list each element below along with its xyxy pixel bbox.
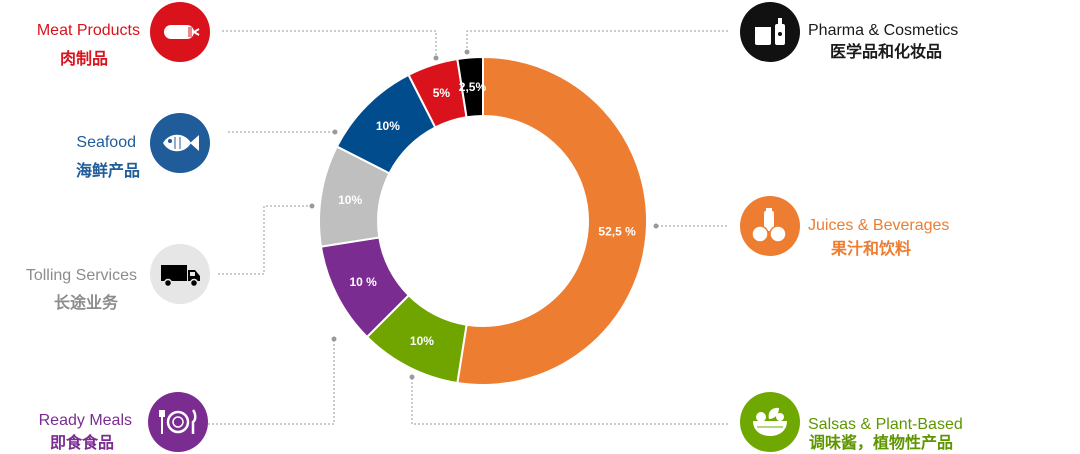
leader-dots bbox=[309, 49, 659, 380]
pharma-label-en: Pharma & Cosmetics bbox=[808, 22, 959, 39]
donut-slices bbox=[318, 55, 648, 386]
leader-dot-juices bbox=[653, 223, 659, 229]
slice-label-juices: 52,5 % bbox=[598, 225, 636, 239]
tolling-label-zh: 长途业务 bbox=[53, 295, 118, 312]
slice-label-meat: 5% bbox=[433, 86, 451, 100]
salsas-label-zh: 调味酱，植物性产品 bbox=[809, 435, 954, 452]
ready-label-en: Ready Meals bbox=[38, 412, 132, 429]
donut-slice-juices bbox=[456, 55, 648, 386]
slice-label-ready: 10 % bbox=[349, 275, 377, 289]
sausage-icon bbox=[150, 2, 210, 62]
salsas-label-en: Salsas & Plant-Based bbox=[808, 416, 963, 433]
slice-label-pharma: 2,5% bbox=[459, 80, 487, 94]
salad-bowl-icon bbox=[740, 392, 800, 452]
fish-icon bbox=[150, 113, 210, 173]
meat-label-en: Meat Products bbox=[36, 22, 140, 39]
tolling-label-en: Tolling Services bbox=[25, 267, 137, 284]
leader-line-pharma bbox=[466, 30, 728, 50]
slice-label-tolling: 10% bbox=[338, 193, 362, 207]
slice-label-salsas: 10% bbox=[410, 334, 434, 348]
leader-dot-meat bbox=[433, 55, 439, 61]
seafood-label-en: Seafood bbox=[76, 134, 136, 151]
leader-lines bbox=[196, 30, 728, 425]
leader-line-salsas bbox=[411, 378, 728, 425]
seafood-label-zh: 海鲜产品 bbox=[75, 163, 140, 180]
cosmetic-bottles-icon bbox=[740, 2, 800, 62]
leader-line-tolling bbox=[218, 205, 311, 275]
leader-dot-pharma bbox=[464, 49, 470, 55]
juices-label-en: Juices & Beverages bbox=[808, 217, 950, 234]
juices-label-zh: 果汁和饮料 bbox=[831, 241, 912, 258]
donut-slice-pharma bbox=[456, 55, 484, 119]
truck-icon bbox=[150, 244, 210, 304]
leader-dot-salsas bbox=[409, 374, 415, 380]
donut-slice-labels: 52,5 % 10% 10 % 10% 10% 5% 2,5% bbox=[338, 80, 636, 348]
plate-cutlery-icon bbox=[148, 392, 208, 452]
leader-line-ready bbox=[196, 340, 335, 425]
leader-dot-ready bbox=[331, 336, 337, 342]
leader-dot-tolling bbox=[309, 203, 315, 209]
slice-label-seafood: 10% bbox=[376, 119, 400, 133]
pharma-label-zh: 医学品和化妆品 bbox=[830, 44, 943, 61]
meat-label-zh: 肉制品 bbox=[59, 51, 108, 68]
leader-line-meat bbox=[222, 30, 437, 57]
juice-fruit-icon bbox=[740, 196, 800, 256]
leader-dot-seafood bbox=[332, 129, 338, 135]
ready-label-zh: 即食食品 bbox=[49, 435, 114, 452]
